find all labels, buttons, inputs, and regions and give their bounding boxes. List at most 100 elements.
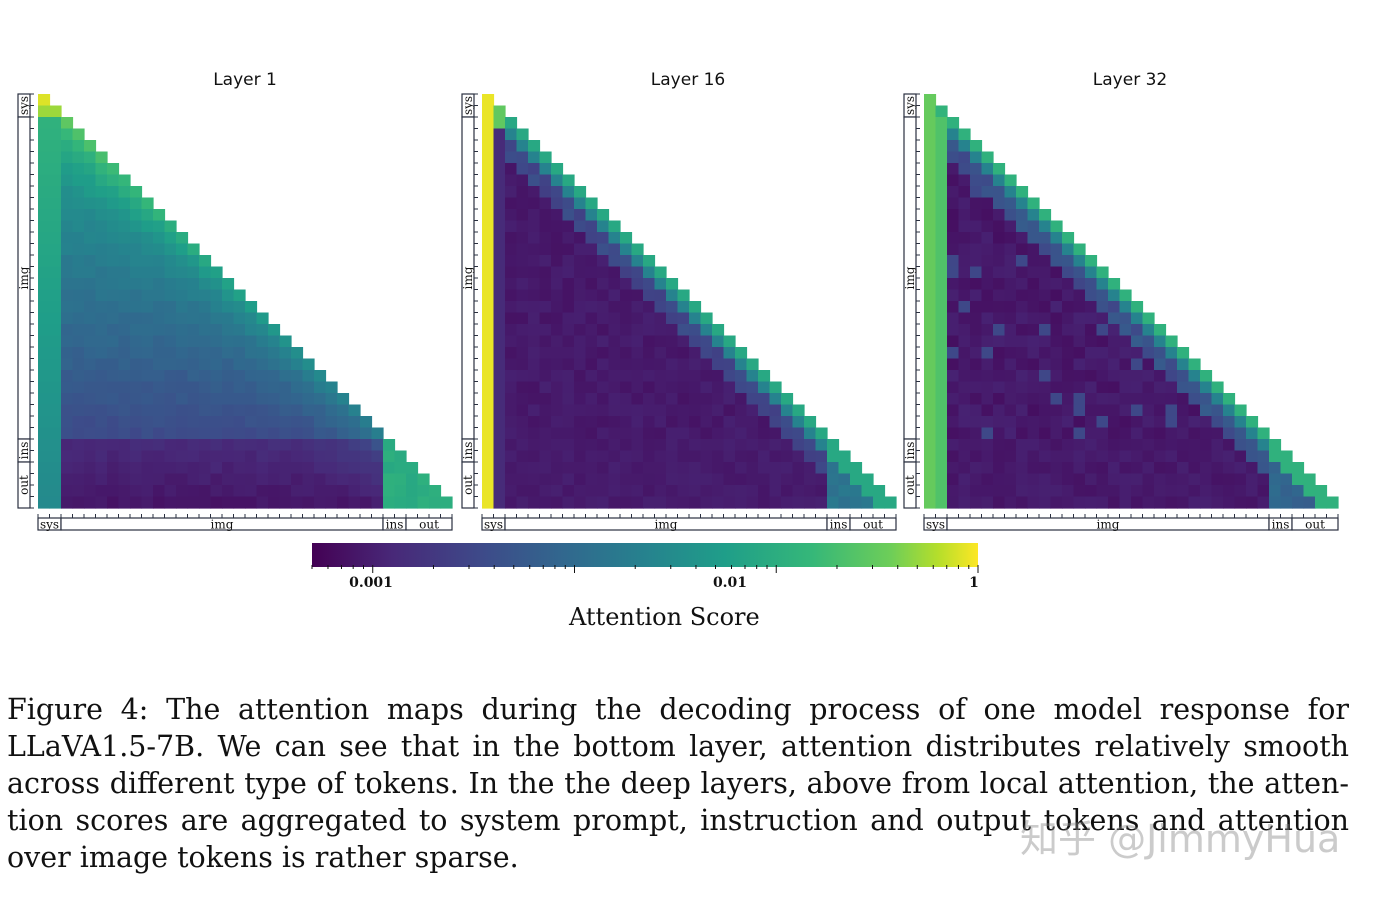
heatmap-cell (1085, 485, 1098, 498)
heatmap-cell (1154, 439, 1167, 452)
heatmap-cell (585, 439, 598, 452)
heatmap-cell (631, 450, 644, 463)
heatmap-cell (666, 370, 679, 383)
heatmap-cell (222, 496, 235, 509)
heatmap-cell (958, 128, 971, 141)
heatmap-cell (585, 324, 598, 337)
heatmap-cell (1062, 427, 1075, 440)
heatmap-cell (61, 473, 74, 486)
heatmap-cell (325, 496, 338, 509)
heatmap-cell (493, 404, 506, 417)
heatmap-cell (1142, 324, 1155, 337)
heatmap-cell (187, 289, 200, 302)
heatmap-cell (758, 473, 771, 486)
heatmap-cell (689, 404, 702, 417)
heatmap-cell (539, 347, 552, 360)
heatmap-cell (49, 209, 62, 222)
heatmap-cell (1027, 462, 1040, 475)
heatmap-cell (1303, 496, 1316, 509)
heatmap-cell (118, 347, 131, 360)
heatmap-cell (1039, 416, 1052, 429)
heatmap-cell (505, 140, 518, 153)
heatmap-cell (735, 450, 748, 463)
heatmap-cell (631, 473, 644, 486)
heatmap-cell (781, 462, 794, 475)
heatmap-cell (302, 439, 315, 452)
heatmap-cell (792, 450, 805, 463)
heatmap-cell (176, 255, 189, 268)
heatmap-cell (551, 485, 564, 498)
heatmap-cell (84, 278, 97, 291)
heatmap-cell (1085, 312, 1098, 325)
heatmap-cell (970, 232, 983, 245)
heatmap-cell (792, 404, 805, 417)
heatmap-cell (61, 278, 74, 291)
heatmap-cell (1062, 439, 1075, 452)
heatmap-cell (95, 266, 108, 279)
heatmap-cell (84, 266, 97, 279)
heatmap-cell (539, 335, 552, 348)
heatmap-cell (141, 416, 154, 429)
heatmap-cell (153, 473, 166, 486)
heatmap-cell (84, 163, 97, 176)
heatmap-cell (1119, 439, 1132, 452)
heatmap-cell (482, 473, 495, 486)
heatmap-cell (314, 496, 327, 509)
heatmap-cell (1085, 462, 1098, 475)
heatmap-cell (245, 496, 258, 509)
heatmap-cell (493, 301, 506, 314)
heatmap-cell (539, 243, 552, 256)
heatmap-cell (758, 393, 771, 406)
heatmap-cell (981, 370, 994, 383)
heatmap-cell (1131, 370, 1144, 383)
heatmap-cell (199, 393, 212, 406)
heatmap-cell (1073, 439, 1086, 452)
heatmap-cell (746, 370, 759, 383)
heatmap-cell (1027, 347, 1040, 360)
heatmap-cell (1108, 393, 1121, 406)
heatmap-cell (608, 462, 621, 475)
heatmap-cell (256, 312, 269, 325)
heatmap-cell (1177, 450, 1190, 463)
heatmap-cell (1096, 427, 1109, 440)
heatmap-cell (981, 266, 994, 279)
heatmap-cell (130, 473, 143, 486)
heatmap-cell (666, 473, 679, 486)
heatmap-cell (781, 393, 794, 406)
heatmap-cell (222, 312, 235, 325)
heatmap-cell (838, 473, 851, 486)
heatmap-cell (222, 335, 235, 348)
heatmap-cell (574, 278, 587, 291)
heatmap-cell (233, 358, 246, 371)
heatmap-cell (61, 266, 74, 279)
heatmap-cell (1004, 243, 1017, 256)
heatmap-cell (1085, 450, 1098, 463)
heatmap-cell (291, 358, 304, 371)
caption-line: tion scores are aggregated to system pro… (7, 804, 1349, 837)
heatmap-cell (528, 278, 541, 291)
heatmap-cell (1142, 427, 1155, 440)
heatmap-cell (712, 427, 725, 440)
heatmap-cell (210, 289, 223, 302)
heatmap-cell (769, 496, 782, 509)
heatmap-cell (176, 335, 189, 348)
heatmap-cell (551, 324, 564, 337)
heatmap-cell (993, 381, 1006, 394)
heatmap-cell (850, 496, 863, 509)
heatmap-cell (279, 496, 292, 509)
heatmap-cell (958, 324, 971, 337)
heatmap-cell (245, 439, 258, 452)
heatmap-cell (1177, 381, 1190, 394)
heatmap-cell (176, 324, 189, 337)
heatmap-cell (700, 485, 713, 498)
heatmap-cell (712, 393, 725, 406)
heatmap-cell (528, 393, 541, 406)
heatmap-cell (815, 485, 828, 498)
heatmap-cell (935, 255, 948, 268)
heatmap-cell (935, 289, 948, 302)
heatmap-cell (1027, 255, 1040, 268)
heatmap-cell (493, 266, 506, 279)
heatmap-cell (935, 324, 948, 337)
heatmap-cell (505, 278, 518, 291)
heatmap-cell (958, 232, 971, 245)
